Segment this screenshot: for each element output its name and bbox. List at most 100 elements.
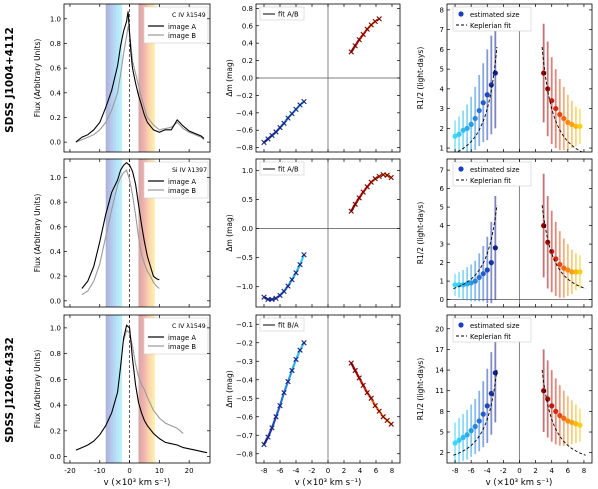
measurement-cross: [356, 375, 362, 381]
fit-segment: [290, 359, 298, 371]
plot-area: [81, 159, 160, 307]
legend-label: image B: [168, 187, 196, 195]
blue-band: [120, 4, 123, 152]
plot-area: [256, 4, 400, 152]
plot-area: [75, 4, 205, 152]
measurement-cross: [281, 390, 287, 396]
measurement-cross: [356, 195, 362, 201]
measurement-cross: [265, 296, 271, 303]
measurement-cross: [261, 294, 267, 300]
red-band: [144, 4, 146, 152]
blue-band: [119, 159, 121, 307]
y-tick-label: 14: [435, 367, 444, 375]
y-axis-label: Δm (mag): [225, 59, 234, 96]
size-point: [464, 281, 470, 287]
plot-area: [75, 315, 208, 463]
measurement-cross: [388, 421, 394, 427]
blue-band: [114, 315, 117, 463]
blue-band: [110, 315, 112, 463]
size-point: [488, 82, 494, 88]
legend-marker: [458, 322, 464, 328]
plot-area: [447, 159, 592, 307]
size-point: [573, 421, 579, 427]
y-tick-label: −0.1: [236, 321, 253, 329]
y-tick-label: 4: [440, 85, 445, 93]
measurement-cross: [380, 414, 386, 420]
size-point: [484, 267, 490, 273]
measurement-cross: [273, 414, 279, 420]
size-point: [553, 408, 559, 414]
measurement-cross: [368, 395, 374, 401]
x-tick-label: -10: [94, 467, 105, 475]
red-band: [148, 159, 151, 307]
fit-segment: [274, 405, 282, 418]
red-band: [142, 159, 145, 307]
y-tick-label: 11: [435, 387, 444, 395]
keplerian-fit: [541, 205, 586, 290]
blue-band: [116, 315, 118, 463]
size-point: [565, 119, 571, 125]
red-band: [151, 159, 154, 307]
y-tick-label: −0.6: [236, 127, 254, 135]
measurement-cross: [364, 26, 370, 32]
plot-area: [261, 315, 394, 463]
size-point: [472, 115, 478, 122]
plot-area: [452, 315, 586, 463]
y-tick-label: −0.6: [236, 413, 254, 421]
legend-box: [259, 317, 305, 332]
size-point: [456, 131, 462, 137]
size-point: [472, 278, 478, 284]
y-tick-label: 0.8: [50, 199, 61, 207]
measurement-cross: [297, 261, 303, 268]
size-point: [480, 411, 486, 417]
y-tick-label: 0.2: [50, 427, 61, 435]
y-tick-label: 5: [440, 429, 444, 437]
red-band: [150, 159, 152, 307]
size-point: [557, 412, 563, 419]
y-tick-label: 0.4: [50, 402, 62, 410]
size-point: [460, 434, 466, 441]
measurement-cross: [301, 252, 307, 258]
blue-band: [113, 315, 115, 463]
y-tick-label: 0.8: [50, 350, 61, 358]
size-point: [488, 260, 494, 266]
measurement-cross: [360, 382, 366, 388]
red-band: [141, 159, 143, 307]
size-point: [577, 269, 583, 275]
legend-label: estimated size: [470, 322, 520, 330]
y-tick-label: −0.8: [236, 144, 253, 152]
size-point: [468, 280, 474, 286]
x-tick-label: -20: [64, 467, 75, 475]
legend-label: image A: [168, 178, 196, 186]
measurement-cross: [293, 106, 299, 113]
y-axis-label: R1/2 (light-days): [416, 202, 425, 265]
red-band: [148, 315, 151, 463]
y-tick-label: 0.0: [50, 297, 61, 305]
legend-label: fit A/B: [278, 166, 299, 174]
fit-segment: [278, 392, 286, 406]
measurement-cross: [281, 288, 287, 295]
y-axis-label: Flux (Arbitrary Units): [33, 350, 42, 429]
fit-segment: [282, 381, 290, 394]
measurement-cross: [273, 295, 279, 301]
red-band: [148, 4, 151, 152]
size-point: [561, 265, 567, 271]
y-axis-label: Flux (Arbitrary Units): [33, 39, 42, 118]
keplerian-fit: [453, 369, 498, 456]
y-tick-label: 3: [440, 105, 444, 113]
y-tick-label: 1.0: [50, 174, 61, 182]
y-tick-label: 8: [440, 6, 444, 14]
blue-band: [105, 315, 108, 463]
size-point: [569, 121, 575, 127]
measurement-cross: [269, 425, 275, 431]
fit-segment: [270, 416, 278, 429]
measurement-cross: [289, 367, 295, 374]
measurement-cross: [388, 174, 394, 181]
measurement-cross: [360, 31, 366, 38]
size-point: [452, 440, 458, 446]
size-point: [468, 121, 474, 127]
red-band: [153, 315, 155, 463]
x-tick-label: 6: [566, 467, 571, 475]
legend-box: [143, 6, 209, 44]
y-tick-label: 0.4: [50, 89, 62, 97]
